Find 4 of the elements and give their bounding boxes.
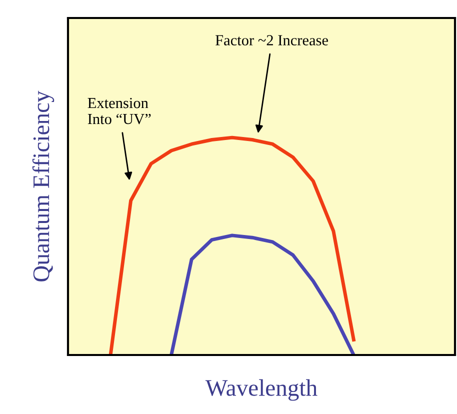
text: Extension Into “UV” (88, 98, 151, 124)
y-axis-title: Quantum Efficiency (32, 90, 54, 282)
x-axis-title: Wavelength (205, 379, 318, 401)
text: Factor ~2 Increase (216, 35, 328, 46)
